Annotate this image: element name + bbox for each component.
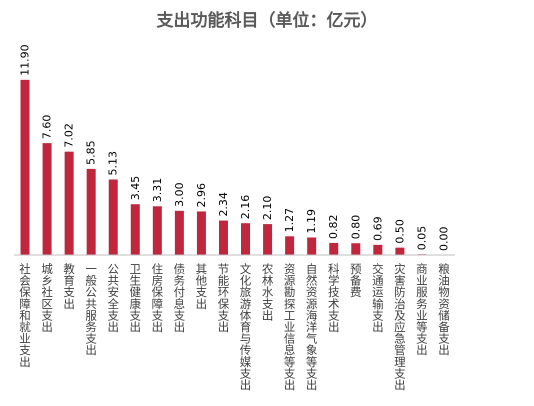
value-label-12: 2.10	[261, 196, 274, 221]
bar-9	[196, 211, 206, 255]
value-label-15: 0.82	[327, 214, 340, 239]
value-label-18: 0.50	[393, 219, 406, 244]
value-label-9: 2.96	[195, 183, 208, 208]
category-label-16: 预备费	[350, 262, 362, 299]
bar-11	[241, 223, 251, 255]
category-label-15: 科学技术支出	[328, 262, 340, 334]
value-label-19: 0.05	[415, 226, 428, 251]
value-label-14: 1.19	[305, 209, 318, 234]
value-label-3: 7.02	[63, 123, 76, 148]
value-label-4: 5.85	[85, 140, 98, 165]
value-label-11: 2.16	[239, 195, 252, 220]
value-label-20: 0.00	[437, 227, 450, 252]
value-label-17: 0.69	[371, 216, 384, 241]
bar-10	[218, 220, 228, 255]
value-label-1: 11.90	[19, 44, 32, 76]
category-label-4: 一般公共服务支出	[85, 262, 97, 357]
category-label-1: 社会保障和就业支出	[19, 262, 31, 369]
value-label-5: 5.13	[107, 151, 120, 176]
category-labels-group: 社会保障和就业支出城乡社区支出教育支出一般公共服务支出公共安全支出卫生健康支出住…	[19, 262, 450, 392]
category-label-10: 节能环保支出	[218, 262, 230, 334]
category-label-19: 商业服务业等支出	[416, 262, 428, 357]
category-label-9: 其他支出	[196, 262, 208, 311]
category-label-12: 农林水支出	[262, 262, 274, 322]
category-label-11: 文化旅游体育与传媒支出	[240, 262, 252, 392]
bar-12	[263, 224, 273, 255]
category-label-3: 教育支出	[63, 262, 75, 311]
bar-15	[329, 242, 339, 255]
value-labels-group: 11.90 7.60 7.02 5.85 5.13 3.45 3.31 3.00 2.96 2.3…	[19, 44, 451, 251]
bar-2	[42, 143, 52, 255]
bar-16	[351, 243, 361, 255]
category-label-2: 城乡社区支出	[41, 262, 53, 334]
bar-14	[307, 237, 317, 255]
category-label-8: 债务付息支出	[174, 262, 186, 334]
bar-6	[130, 204, 140, 255]
category-label-18: 灾害防治及应急管理支出	[394, 262, 406, 392]
category-label-14: 自然资源海洋气象等支出	[306, 262, 318, 392]
value-label-13: 1.27	[283, 208, 296, 233]
bar-5	[108, 179, 118, 255]
value-label-2: 7.60	[41, 115, 54, 140]
value-label-16: 0.80	[349, 215, 362, 240]
bar-1	[20, 79, 30, 255]
category-label-5: 公共安全支出	[107, 262, 119, 334]
bars-group	[20, 79, 427, 255]
bar-7	[152, 206, 162, 255]
category-label-20: 粮油物资储备支出	[438, 262, 450, 357]
chart-title: 支出功能科目（单位：亿元）	[157, 10, 378, 31]
value-label-7: 3.31	[151, 178, 164, 203]
bar-13	[285, 236, 295, 255]
category-label-13: 资源勘探工业信息等支出	[284, 262, 296, 392]
bar-4	[86, 168, 96, 255]
bar-18	[395, 247, 405, 255]
category-label-6: 卫生健康支出	[130, 262, 142, 334]
bar-8	[174, 210, 184, 255]
value-label-10: 2.34	[217, 192, 230, 217]
category-label-7: 住房保障支出	[152, 262, 164, 334]
bar-17	[373, 244, 383, 255]
value-label-6: 3.45	[129, 176, 142, 201]
category-label-17: 交通运输支出	[372, 262, 384, 334]
value-label-8: 3.00	[173, 182, 186, 207]
bar-3	[64, 151, 74, 255]
